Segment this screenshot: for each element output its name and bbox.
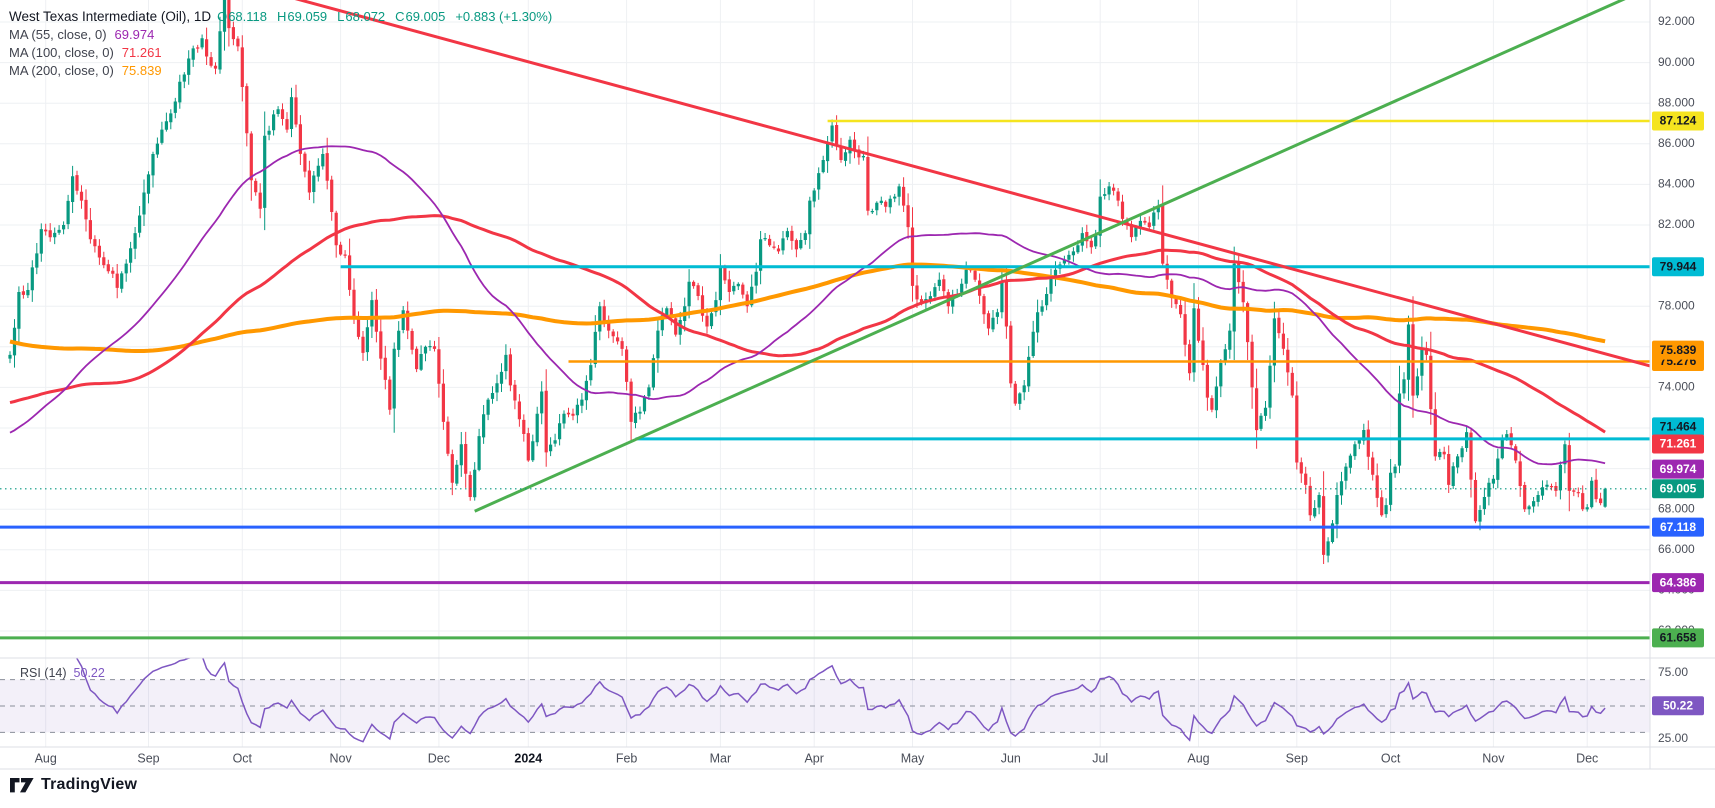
- ma200-line: [9, 262, 1606, 353]
- svg-text:66.000: 66.000: [1658, 542, 1695, 556]
- ma-label-69.974: 69.974: [1652, 459, 1704, 479]
- ma200-legend-row[interactable]: MA (200, close, 0) 75.839: [9, 63, 162, 78]
- svg-text:92.000: 92.000: [1658, 14, 1695, 28]
- svg-text:Sep: Sep: [1286, 751, 1308, 765]
- svg-text:Jul: Jul: [1092, 751, 1108, 765]
- symbol-legend-row[interactable]: West Texas Intermediate (Oil), 1D O68.118…: [9, 8, 557, 26]
- svg-text:75.00: 75.00: [1658, 665, 1688, 679]
- svg-text:82.000: 82.000: [1658, 217, 1695, 231]
- tradingview-logo-icon: [10, 777, 34, 792]
- time-axis[interactable]: Aug Sep Oct Nov Dec 2024 Feb Mar Apr May Jun Jul Aug…: [35, 751, 1599, 765]
- svg-text:75.839: 75.839: [1660, 343, 1697, 357]
- rsi-label: RSI (14): [20, 666, 67, 680]
- price-chart-svg[interactable]: 92.000 90.000 88.000 86.000 84.000 82.000 78.0…: [0, 0, 1715, 771]
- high-value: 69.059: [287, 9, 328, 24]
- svg-text:88.000: 88.000: [1658, 95, 1695, 109]
- ma55-legend-row[interactable]: MA (55, close, 0) 69.974: [9, 27, 155, 42]
- ma55-line: [9, 145, 1606, 466]
- svg-text:Dec: Dec: [1576, 751, 1598, 765]
- svg-text:Apr: Apr: [804, 751, 823, 765]
- svg-text:Aug: Aug: [35, 751, 57, 765]
- rsi-legend-row[interactable]: RSI (14) 50.22: [20, 666, 105, 680]
- svg-text:Aug: Aug: [1187, 751, 1209, 765]
- svg-text:68.000: 68.000: [1658, 501, 1695, 515]
- level-label-67.118: 67.118: [1652, 517, 1704, 537]
- svg-text:Mar: Mar: [710, 751, 732, 765]
- tradingview-logo[interactable]: TradingView: [10, 776, 137, 794]
- chart-legend: West Texas Intermediate (Oil), 1D O68.118…: [9, 8, 557, 80]
- close-value: 69.005: [405, 9, 446, 24]
- svg-text:90.000: 90.000: [1658, 55, 1695, 69]
- ascending-support: [474, 0, 1626, 513]
- svg-text:Oct: Oct: [1381, 751, 1401, 765]
- svg-text:Dec: Dec: [428, 751, 450, 765]
- low-value: 68.072: [345, 9, 386, 24]
- candlestick-series[interactable]: [8, 0, 1607, 564]
- svg-text:Oct: Oct: [233, 751, 253, 765]
- horizontal-levels[interactable]: [0, 119, 1650, 640]
- axis-label-boxes: 87.124 79.944 75.276 71.464 67.118 64.38…: [1652, 111, 1704, 716]
- last-price-label: 69.005: [1652, 479, 1704, 499]
- svg-text:64.386: 64.386: [1660, 575, 1697, 589]
- svg-text:May: May: [901, 751, 925, 765]
- level-label-87.124: 87.124: [1652, 111, 1704, 131]
- level-label-71.464: 71.464: [1652, 417, 1704, 437]
- svg-text:79.944: 79.944: [1660, 259, 1697, 273]
- svg-text:87.124: 87.124: [1660, 114, 1697, 128]
- pane-borders: [0, 0, 1715, 770]
- rsi-value: 50.22: [73, 666, 105, 680]
- svg-text:Nov: Nov: [1482, 751, 1505, 765]
- svg-text:69.005: 69.005: [1660, 481, 1697, 495]
- ma-lines: [9, 145, 1606, 466]
- svg-text:86.000: 86.000: [1658, 136, 1695, 150]
- level-label-64.386: 64.386: [1652, 573, 1704, 593]
- level-label-61.658: 61.658: [1652, 628, 1704, 648]
- svg-text:67.118: 67.118: [1660, 520, 1696, 534]
- ma-label-75.839: 75.839: [1652, 340, 1704, 360]
- ma100-legend-row[interactable]: MA (100, close, 0) 71.261: [9, 45, 162, 60]
- svg-text:Sep: Sep: [137, 751, 159, 765]
- svg-text:Jun: Jun: [1001, 751, 1021, 765]
- open-value: 68.118: [228, 9, 267, 24]
- symbol-title[interactable]: West Texas Intermediate (Oil), 1D: [9, 9, 212, 24]
- svg-text:69.974: 69.974: [1660, 462, 1697, 476]
- descending-resistance: [294, 0, 1650, 368]
- svg-text:71.464: 71.464: [1660, 420, 1697, 434]
- svg-text:50.22: 50.22: [1663, 698, 1693, 712]
- svg-text:74.000: 74.000: [1658, 380, 1695, 394]
- svg-text:Nov: Nov: [329, 751, 352, 765]
- svg-text:84.000: 84.000: [1658, 177, 1695, 191]
- ma55-value: 69.974: [114, 27, 155, 42]
- svg-text:Feb: Feb: [616, 751, 638, 765]
- tradingview-logo-text: TradingView: [41, 776, 138, 793]
- level-label-79.944: 79.944: [1652, 257, 1704, 277]
- change-value: +0.883 (+1.30%): [455, 9, 553, 24]
- svg-text:78.000: 78.000: [1658, 298, 1695, 312]
- ohlc-values: O68.118 H69.059 L68.072 C69.005 +0.883 (+1.3…: [217, 9, 553, 24]
- svg-text:25.00: 25.00: [1658, 731, 1688, 745]
- rsi-line: [75, 658, 1606, 743]
- ma-label-71.261: 71.261: [1652, 434, 1704, 454]
- svg-text:61.658: 61.658: [1660, 631, 1697, 645]
- ma200-value: 75.839: [121, 63, 162, 78]
- ma100-line: [9, 214, 1606, 434]
- ma100-value: 71.261: [121, 45, 162, 60]
- rsi-pane[interactable]: [0, 640, 1650, 743]
- trendlines[interactable]: [225, 0, 1655, 513]
- svg-text:71.261: 71.261: [1660, 437, 1697, 451]
- svg-text:2024: 2024: [514, 751, 542, 765]
- rsi-current-label: 50.22: [1652, 696, 1704, 716]
